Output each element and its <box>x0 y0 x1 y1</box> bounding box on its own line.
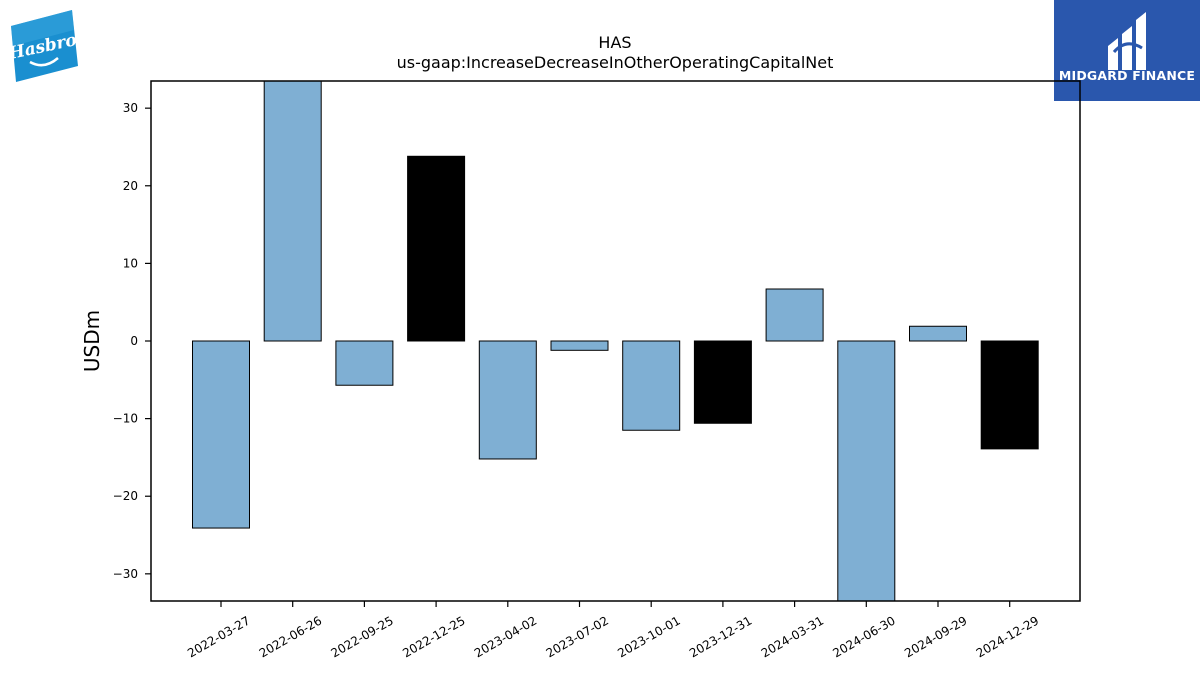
bar-2022-06-26 <box>263 81 322 342</box>
bar-2023-07-02 <box>550 340 609 351</box>
x-tick-label: 2022-06-26 <box>257 613 324 660</box>
bar-2024-03-31 <box>765 288 824 342</box>
y-axis: −30 −20 −10 0 10 20 30 <box>113 101 151 581</box>
x-tick-label: 2023-04-02 <box>472 613 539 660</box>
x-tick-label: 2023-07-02 <box>544 613 611 660</box>
x-tick-label: 2022-12-25 <box>400 613 467 660</box>
bar-2024-12-29 <box>980 340 1039 450</box>
x-tick-label: 2024-12-29 <box>974 613 1041 660</box>
hasbro-logo: Hasbro <box>6 10 79 82</box>
y-tick-label: 30 <box>123 101 138 115</box>
plot-frame <box>150 80 1081 602</box>
midgard-mark-icon <box>1108 12 1146 70</box>
x-axis: 2022-03-27 2022-06-26 2022-09-25 2022-12-25… <box>185 601 1041 660</box>
y-tick-label: 10 <box>123 256 138 270</box>
y-tick-label: −30 <box>113 567 138 581</box>
bar-2022-03-27 <box>192 340 250 529</box>
bars-group <box>192 81 1039 601</box>
chart-subtitle: us-gaap:IncreaseDecreaseInOtherOperating… <box>397 53 834 72</box>
y-tick-label: 0 <box>130 334 138 348</box>
bar-2022-09-25 <box>335 340 394 386</box>
bar-2023-10-01 <box>622 340 681 431</box>
x-tick-label: 2024-06-30 <box>830 613 897 660</box>
bar-2024-09-29 <box>909 325 967 342</box>
bar-2022-12-25 <box>407 155 466 342</box>
bar-2023-12-31 <box>693 340 752 424</box>
midgard-brand-text: MIDGARD FINANCE <box>1058 68 1196 83</box>
midgard-finance-logo: MIDGARD FINANCE <box>1054 0 1200 101</box>
x-tick-label: 2022-09-25 <box>328 613 395 660</box>
y-tick-label: 20 <box>123 179 138 193</box>
x-tick-label: 2024-03-31 <box>759 613 826 660</box>
x-tick-label: 2024-09-29 <box>902 613 969 660</box>
x-tick-label: 2023-10-01 <box>615 613 682 660</box>
y-tick-label: −20 <box>113 489 138 503</box>
chart-title: HAS <box>598 33 631 52</box>
bar-2024-06-30 <box>837 340 896 601</box>
x-tick-label: 2022-03-27 <box>185 613 252 660</box>
bar-2023-04-02 <box>478 340 537 460</box>
y-tick-label: −10 <box>113 412 138 426</box>
y-axis-label: USDm <box>80 310 104 372</box>
x-tick-label: 2023-12-31 <box>687 613 754 660</box>
